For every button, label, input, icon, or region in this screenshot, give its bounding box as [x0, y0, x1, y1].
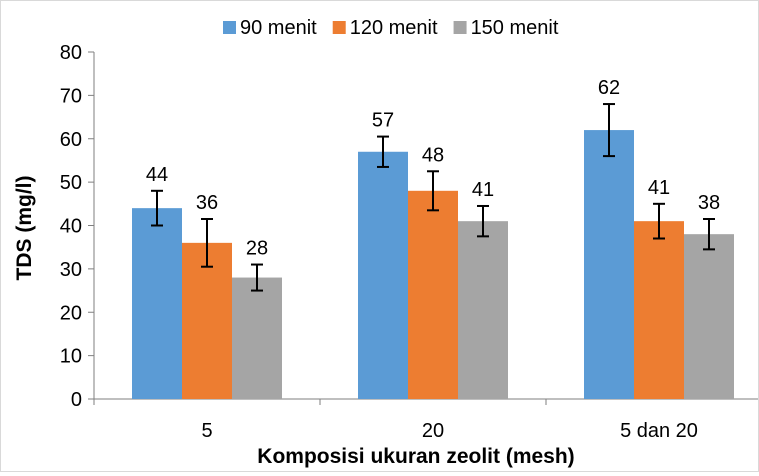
x-axis-title: Komposisi ukuran zeolit (mesh)	[257, 445, 574, 468]
data-label-group: 44 57 62 36 48 41 28 41 38	[146, 77, 720, 259]
y-tick-label: 80	[60, 42, 82, 64]
data-label: 44	[146, 164, 168, 186]
legend: 90 menit 120 menit 150 menit	[223, 17, 559, 39]
data-label: 36	[196, 192, 218, 214]
x-axis: 5 20 5 dan 20	[93, 398, 759, 442]
data-label: 38	[698, 192, 720, 214]
x-tick-label: 5 dan 20	[620, 420, 698, 442]
legend-swatch-150-menit	[453, 21, 467, 34]
bar-90-menit	[132, 208, 182, 399]
bar-90-menit	[584, 130, 634, 399]
x-tick-label: 5	[201, 420, 212, 442]
y-axis: 0 10 20 30 40 50 60 70 80	[60, 42, 95, 411]
y-tick-label: 20	[60, 302, 82, 324]
bar-90-menit	[358, 151, 408, 399]
bar-150-menit	[684, 234, 734, 399]
legend-label-150-menit: 150 menit	[471, 17, 559, 39]
y-tick-label: 40	[60, 216, 82, 238]
bar-120-menit	[408, 190, 458, 399]
y-tick-label: 10	[60, 346, 82, 368]
bar-group	[132, 130, 734, 399]
bar-150-menit	[458, 221, 508, 399]
data-label: 57	[372, 110, 394, 132]
y-tick-label: 50	[60, 172, 82, 194]
y-tick-label: 70	[60, 85, 82, 107]
bar-120-menit	[634, 221, 684, 399]
y-tick-label: 30	[60, 259, 82, 281]
bar-150-menit	[232, 277, 282, 399]
data-label: 41	[648, 177, 670, 199]
data-label: 28	[246, 238, 268, 260]
x-tick-label: 20	[422, 420, 444, 442]
error-bar-group	[151, 103, 715, 292]
y-tick-label: 0	[71, 389, 82, 411]
legend-label-120-menit: 120 menit	[350, 17, 438, 39]
data-label: 48	[422, 144, 444, 166]
data-label: 62	[598, 77, 620, 99]
y-axis-title: TDS (mg/l)	[13, 176, 36, 281]
legend-label-90-menit: 90 menit	[240, 17, 317, 39]
legend-swatch-90-menit	[223, 21, 236, 34]
legend-swatch-120-menit	[332, 21, 346, 34]
y-tick-label: 60	[60, 129, 82, 151]
bar-120-menit	[182, 242, 232, 399]
data-label: 41	[472, 179, 494, 201]
